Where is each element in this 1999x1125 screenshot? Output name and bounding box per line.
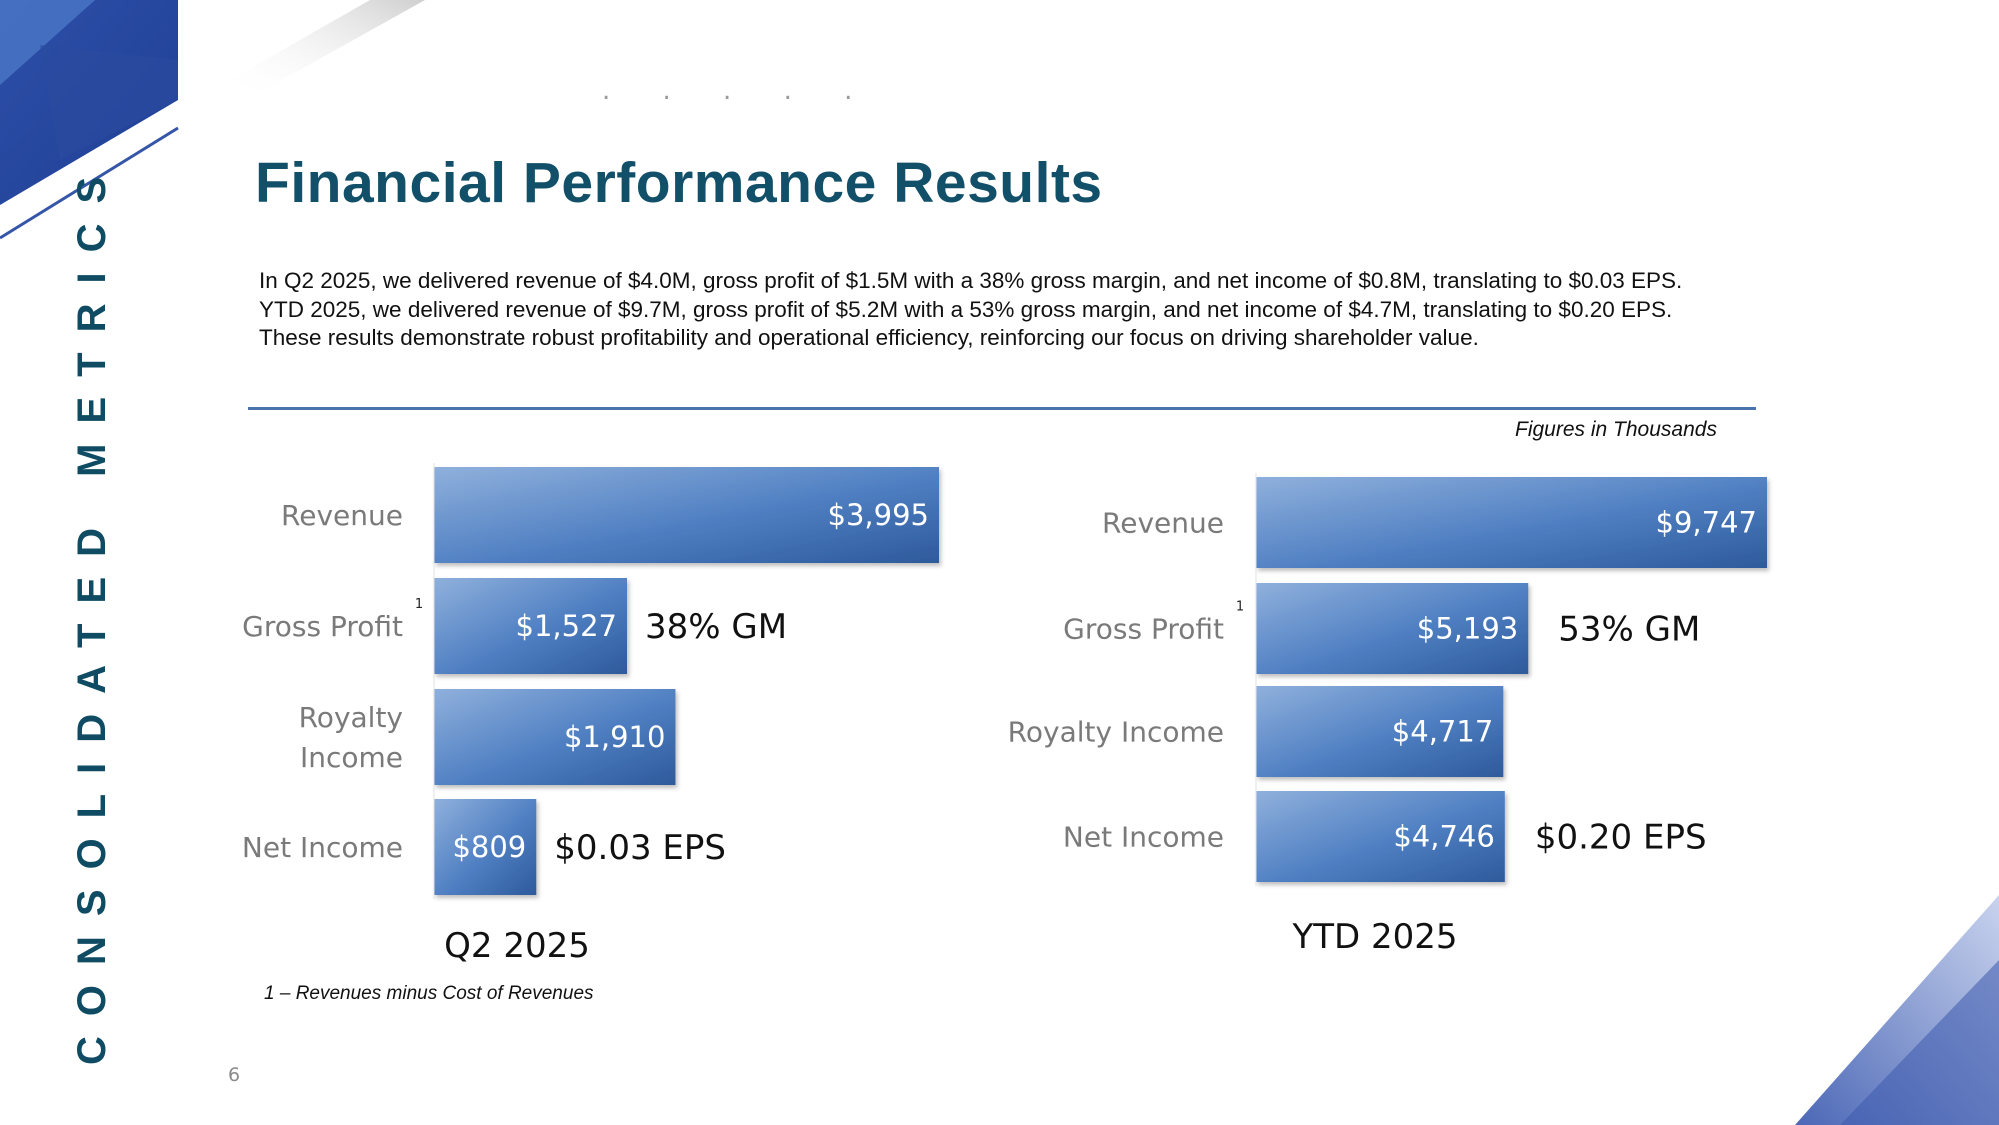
ytd-bar [1256, 583, 1529, 674]
ytd-value-label: $9,747 [1656, 506, 1757, 540]
ytd-category-label: Revenue [1102, 507, 1224, 540]
ytd-bar [1256, 791, 1505, 882]
page-title: Financial Performance Results [255, 151, 1103, 215]
corner-shape-top-left-mid [40, 45, 178, 160]
ytd-chart-label: YTD 2025 [1291, 917, 1457, 957]
q2-bar [434, 467, 939, 563]
q2-value-label: $3,995 [828, 498, 929, 532]
q2-category-label: Gross Profit [242, 610, 403, 643]
ytd-category-label: Royalty Income [1008, 716, 1224, 749]
ytd-bar [1256, 686, 1504, 777]
q2-footnote-marker: 1 [415, 597, 423, 612]
q2-category-label: Income [300, 741, 403, 774]
q2-category-label: Net Income [242, 831, 403, 864]
intro-line: In Q2 2025, we delivered revenue of $4.0… [259, 268, 1683, 293]
ytd-bar [1256, 477, 1767, 568]
intro-paragraph: In Q2 2025, we delivered revenue of $4.0… [259, 267, 1779, 353]
figures-note: Figures in Thousands [1515, 418, 1717, 441]
q2-value-label: $1,910 [564, 720, 665, 754]
q2-value-label: $1,527 [516, 609, 617, 643]
ytd-value-label: $4,746 [1393, 820, 1494, 854]
q2-chart-label: Q2 2025 [444, 926, 590, 966]
intro-line: YTD 2025, we delivered revenue of $9.7M,… [259, 296, 1673, 322]
corner-shape-bottom-right-dark [1840, 960, 1999, 1125]
corner-grey-stripe [230, 0, 425, 95]
q2-bar [434, 799, 537, 895]
q2-annotation: $0.03 EPS [554, 828, 726, 868]
q2-value-label: $809 [452, 830, 526, 864]
intro-line: These results demonstrate robust profita… [259, 325, 1479, 350]
q2-category-label: Royalty [299, 701, 403, 734]
q2-annotation: 38% GM [645, 607, 787, 647]
ytd-annotation: 53% GM [1558, 610, 1700, 650]
q2-bar [434, 689, 676, 785]
ytd-value-label: $4,717 [1392, 715, 1493, 749]
section-divider [248, 407, 1756, 410]
footnote: 1 – Revenues minus Cost of Revenues [264, 983, 594, 1004]
ytd-category-label: Net Income [1063, 821, 1224, 854]
ytd-category-label: Gross Profit [1063, 613, 1224, 646]
corner-shape-top-left-light [0, 0, 95, 85]
ytd-footnote-marker: 1 [1236, 600, 1244, 615]
q2-bar [434, 578, 628, 674]
page-number: 6 [228, 1064, 241, 1086]
decorative-dots: . . . . . [602, 76, 875, 106]
q2-category-label: Revenue [281, 499, 403, 532]
corner-accent-line [0, 126, 179, 240]
ytd-value-label: $5,193 [1417, 612, 1518, 646]
ytd-annotation: $0.20 EPS [1535, 818, 1707, 858]
